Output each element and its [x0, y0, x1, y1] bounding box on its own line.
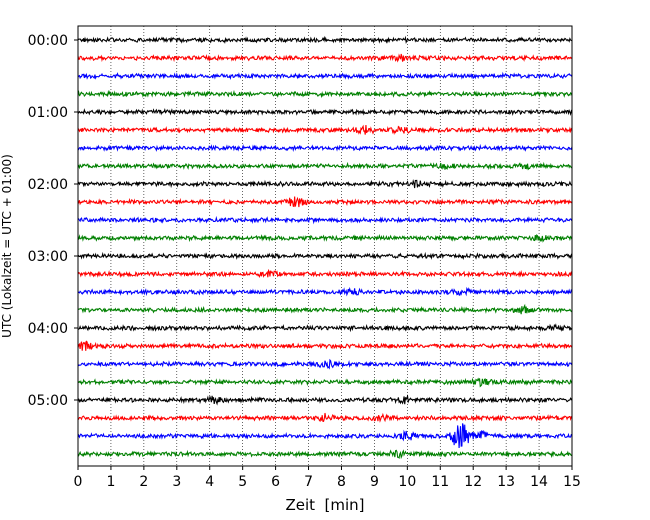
x-tick-label: 5 [238, 474, 247, 490]
y-axis: 00:00 01:00 02:00 03:00 04:00 05:00 [28, 33, 78, 409]
trace-line [77, 303, 573, 315]
trace-line [77, 233, 573, 243]
trace-line [77, 71, 573, 81]
x-tick-label: 4 [205, 474, 214, 490]
grid-lines [110, 26, 540, 466]
x-tick-label: 13 [497, 474, 515, 490]
x-tick-label: 7 [304, 474, 313, 490]
trace-line [77, 377, 573, 388]
y-tick-label: 04:00 [28, 321, 68, 337]
x-tick-label: 10 [398, 474, 416, 490]
trace-line [77, 358, 573, 370]
y-tick-label: 02:00 [28, 177, 68, 193]
trace-line [77, 53, 573, 63]
y-tick-label: 03:00 [28, 249, 68, 265]
trace-line [77, 340, 573, 351]
trace-line [77, 161, 573, 171]
trace-line [77, 412, 573, 423]
x-tick-label: 9 [370, 474, 379, 490]
x-tick-label: 3 [172, 474, 181, 490]
trace-line [77, 323, 573, 333]
trace-line [77, 143, 573, 152]
y-tick-label: 05:00 [28, 393, 68, 409]
x-tick-label: 2 [139, 474, 148, 490]
trace-line [77, 89, 573, 99]
x-tick-label: 1 [106, 474, 115, 490]
x-axis-label: Zeit [min] [285, 496, 364, 514]
x-tick-label: 14 [530, 474, 548, 490]
trace-line [77, 35, 573, 44]
trace-line [77, 268, 573, 279]
trace-line [77, 423, 573, 449]
trace-line [77, 286, 573, 297]
trace-line [77, 394, 573, 406]
x-tick-label: 0 [74, 474, 83, 490]
trace-line [77, 215, 573, 225]
trace-line [77, 107, 573, 116]
y-tick-label: 01:00 [28, 105, 68, 121]
trace-line [77, 178, 573, 189]
traces [77, 35, 573, 460]
x-tick-label: 8 [337, 474, 346, 490]
trace-line [77, 449, 573, 460]
plot-frame [77, 25, 573, 467]
x-axis: 0 1 2 3 4 5 6 7 8 9 10 11 12 13 14 15 [74, 466, 581, 490]
y-axis-label: UTC (Lokalzeit = UTC + 01:00) [0, 154, 14, 338]
x-tick-label: 6 [271, 474, 280, 490]
x-tick-label: 12 [464, 474, 482, 490]
x-tick-label: 15 [563, 474, 581, 490]
x-tick-label: 11 [431, 474, 449, 490]
trace-line [77, 251, 573, 261]
trace-line [77, 124, 573, 136]
y-tick-label: 00:00 [28, 33, 68, 49]
trace-line [77, 196, 573, 208]
